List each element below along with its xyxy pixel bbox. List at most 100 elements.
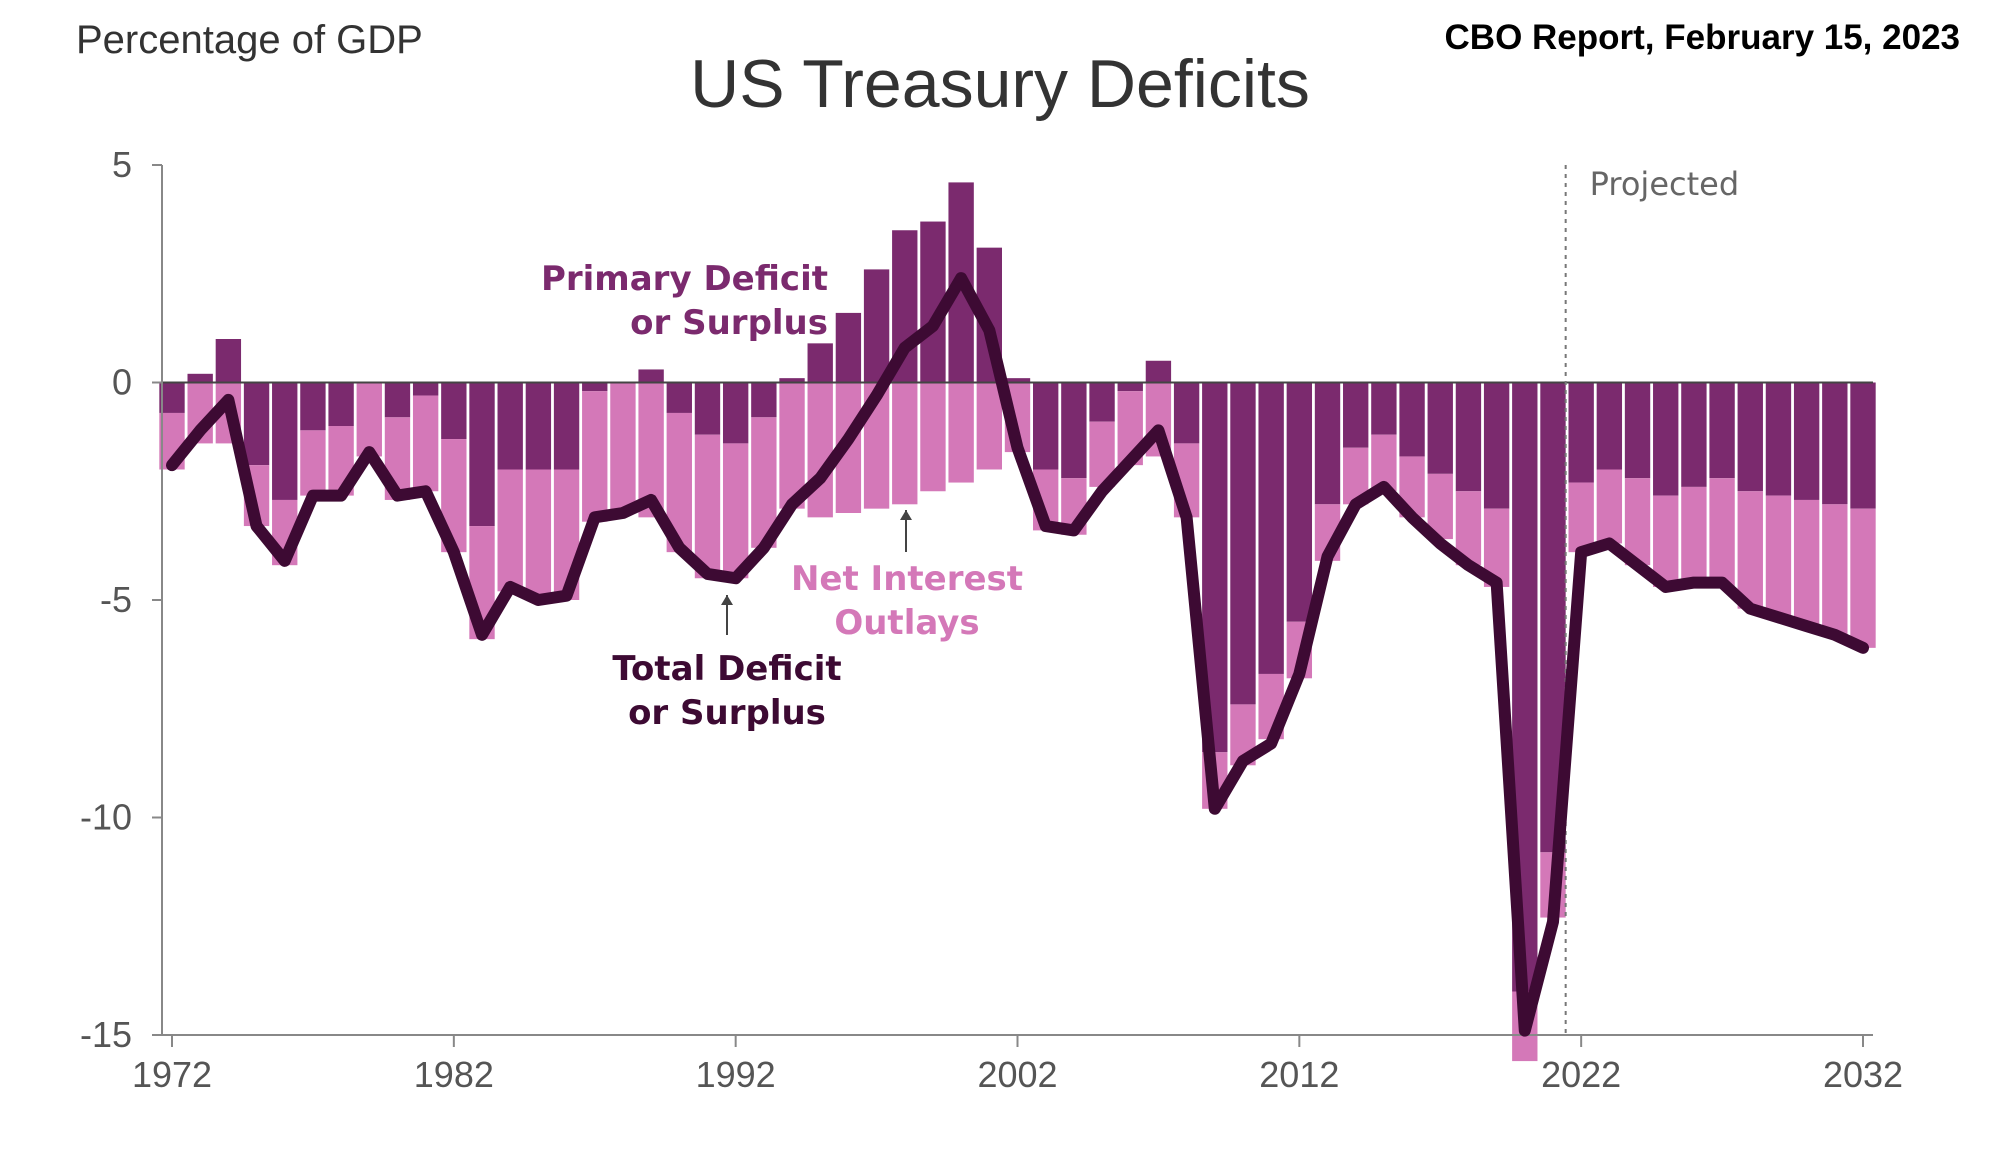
primary-bar [1145,360,1172,383]
projected-label: Projected [1590,165,1739,203]
primary-bar [300,382,326,431]
primary-bar [1624,382,1651,479]
primary-bar [582,382,608,392]
primary-annotation: Primary Deficit or Surplus [541,259,828,343]
interest-bar [807,382,833,518]
primary-bar [1173,382,1200,444]
primary-bar [722,382,749,444]
primary-bar [441,382,467,440]
primary-bar [1455,382,1482,492]
interest-bar [694,434,721,579]
y-tick-label: 0 [112,362,132,403]
primary-bar [215,339,242,383]
interest-bar [582,391,608,522]
primary-bar [1004,378,1031,383]
interest-bar [1681,486,1707,587]
primary-bar [1258,382,1284,674]
interest-bar [1568,482,1594,553]
primary-bar [1033,382,1059,470]
interest-bar [412,395,439,492]
primary-bar [1061,382,1087,479]
primary-bar [807,343,833,383]
primary-bar [666,382,692,413]
interest-bar [1822,504,1848,635]
interest-bar [892,382,918,505]
interest-bar [1765,495,1792,618]
primary-bar [412,382,439,396]
primary-bar [1230,382,1256,705]
source-note: CBO Report, February 15, 2023 [1444,18,1960,57]
primary-bar [1568,382,1594,483]
primary-bar [1483,382,1510,509]
primary-bar [243,382,270,466]
interest-bar [976,382,1002,470]
interest-bar [1596,469,1623,544]
interest-bar [948,382,974,483]
interest-bar [1653,495,1679,587]
primary-bar [497,382,523,470]
interest-bar [356,382,382,457]
primary-bar [1850,382,1876,509]
primary-bar [1089,382,1115,422]
interest-bar [610,382,636,513]
primary-bar [553,382,580,470]
interest-bar [1850,508,1876,648]
interest-annotation: Net Interest Outlays [791,559,1023,643]
interest-pointer-head [900,510,912,520]
interest-bar [779,382,805,509]
primary-bar [779,378,805,383]
primary-bar [272,382,298,500]
primary-bar [1399,382,1425,457]
total-deficit-line [166,272,1869,1037]
y-tick-label: -15 [80,1014,132,1055]
primary-bar [694,382,721,435]
primary-bar [1286,382,1313,622]
x-tick-label: 1992 [696,1054,776,1095]
primary-bar [1427,382,1453,474]
x-tick-label: 1982 [414,1054,494,1095]
primary-bar [1314,382,1341,505]
total-pointer-head [721,595,733,605]
primary-bar [328,382,354,426]
x-tick-label: 2002 [977,1054,1057,1095]
primary-bar [863,269,890,383]
interest-bar [1624,478,1651,566]
interest-bar [920,382,946,492]
primary-bar [469,382,495,527]
x-tick-label: 1972 [132,1054,212,1095]
y-tick-label: -5 [100,579,132,620]
y-tick-label: 5 [112,144,132,185]
primary-bar [159,382,185,413]
primary-bar [1709,382,1735,479]
primary-bar [1343,382,1369,448]
primary-bar [1653,382,1679,496]
total-annotation: Total Deficit or Surplus [612,649,841,733]
units-note: Percentage of GDP [76,18,423,62]
primary-bar [525,382,552,470]
primary-bar [1371,382,1397,435]
primary-bar [835,312,862,383]
primary-bar [1681,382,1707,487]
interest-bar [525,469,552,600]
y-tick-label: -10 [80,797,132,838]
primary-bar [384,382,411,418]
interest-bar [722,443,749,579]
primary-bar [638,369,664,383]
primary-bar [1596,382,1623,470]
x-tick-label: 2012 [1259,1054,1339,1095]
chart-title: US Treasury Deficits [690,46,1310,122]
primary-bar [1822,382,1848,505]
interest-bar [1737,491,1763,609]
interest-bar [300,430,326,496]
primary-bar [1793,382,1820,500]
interest-bar [497,469,523,592]
x-tick-label: 2022 [1541,1054,1621,1095]
primary-bar [1765,382,1792,496]
x-tick-label: 2032 [1823,1054,1903,1095]
primary-bar [187,373,213,383]
primary-bar [1117,382,1143,392]
primary-bar [751,382,777,418]
interest-bar [1793,499,1820,627]
primary-bar [1737,382,1763,492]
